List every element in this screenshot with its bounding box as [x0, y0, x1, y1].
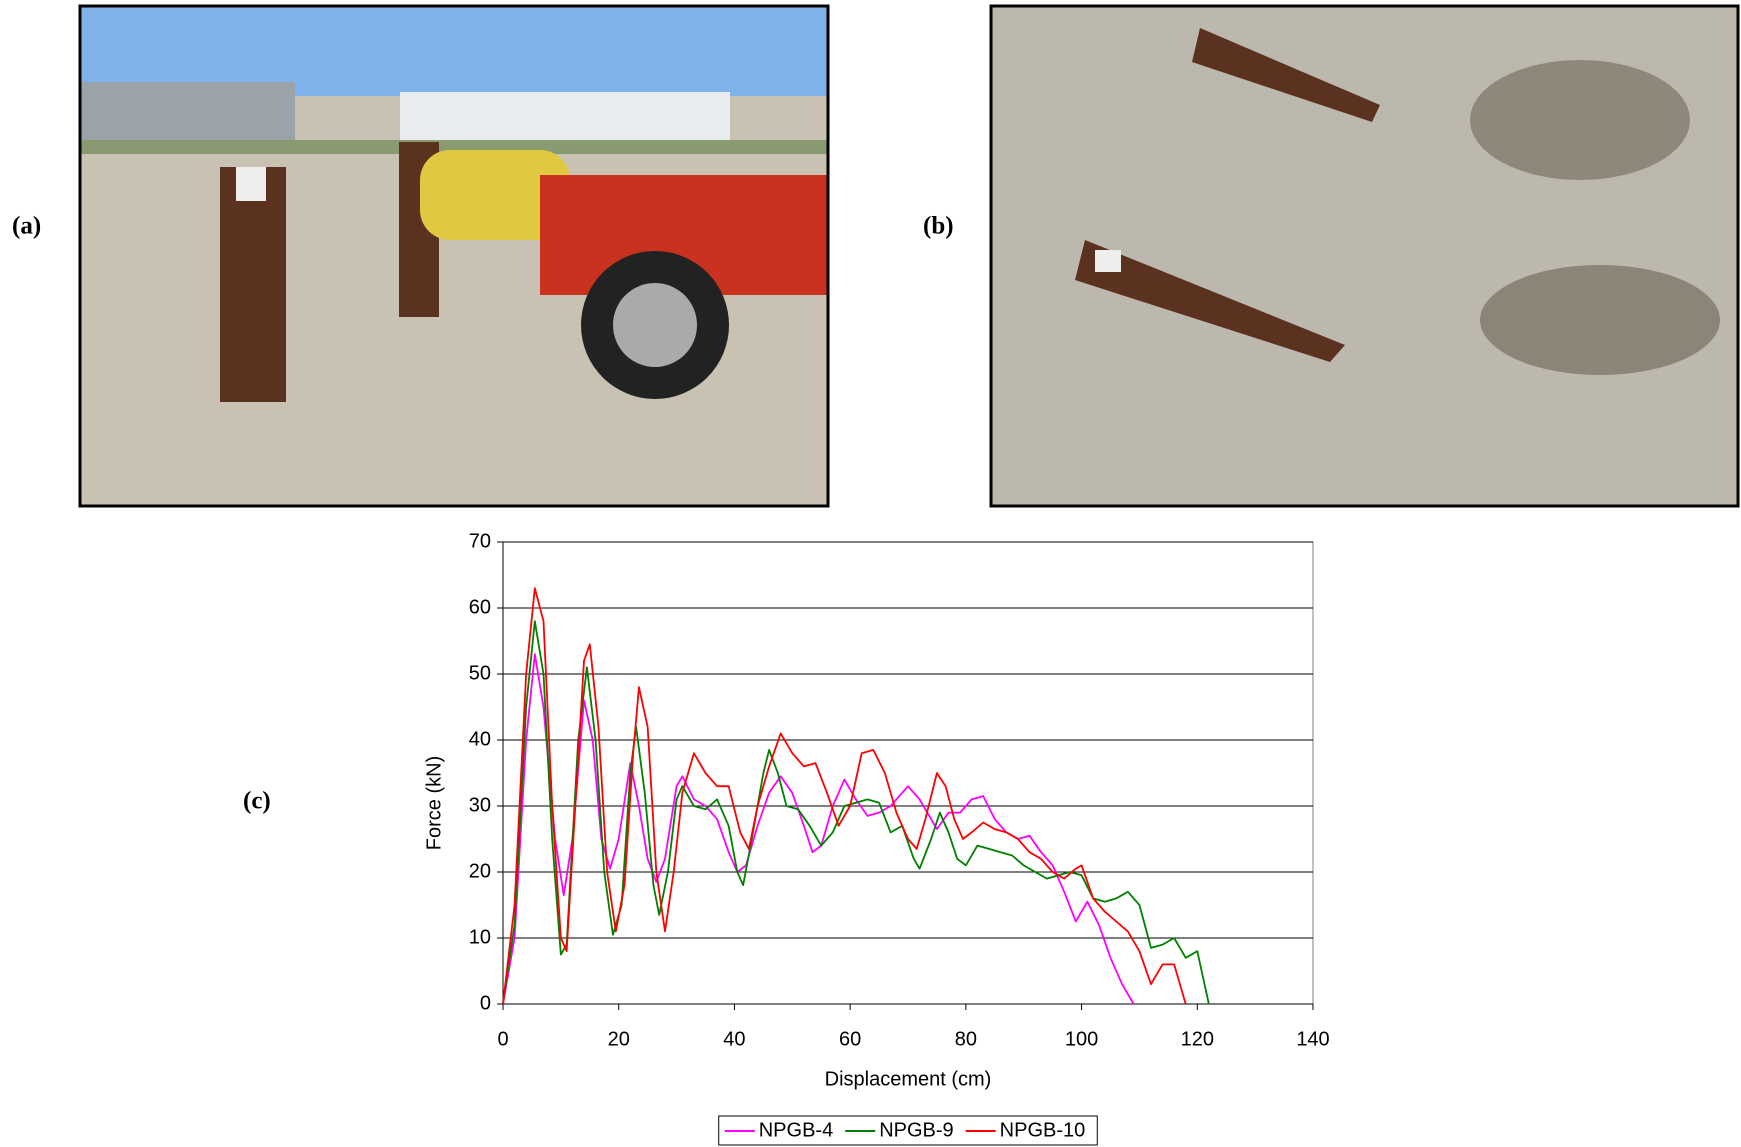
panel-label: (c) — [243, 788, 271, 815]
hub — [613, 283, 697, 367]
post — [220, 167, 286, 402]
legend: NPGB-4 NPGB-9 NPGB-10 — [718, 1115, 1098, 1146]
building — [80, 82, 295, 140]
x-tick-label: 100 — [1065, 1028, 1098, 1050]
bogie-arm — [420, 150, 570, 240]
photo-b — [991, 6, 1738, 506]
photo-a — [80, 6, 828, 506]
panel-label: (a) — [12, 213, 41, 240]
legend-box — [718, 1115, 1098, 1146]
series-line — [502, 587, 1187, 1005]
y-tick-label: 70 — [469, 530, 491, 552]
target — [236, 167, 266, 201]
y-axis-title: Force (kN) — [423, 756, 445, 850]
sky — [80, 6, 828, 96]
x-tick-label: 40 — [723, 1028, 745, 1050]
series-line — [502, 620, 1210, 1005]
legend-label: NPGB-9 — [879, 1119, 953, 1141]
photo-border — [989, 4, 1740, 508]
x-axis-title: Displacement (cm) — [825, 1068, 992, 1090]
bent-post — [1075, 240, 1345, 362]
legend-label: NPGB-4 — [759, 1119, 833, 1141]
horizon — [80, 140, 828, 154]
x-tick-label: 20 — [608, 1028, 630, 1050]
x-tick-label: 60 — [839, 1028, 861, 1050]
target — [1095, 250, 1121, 272]
panel-label: (b) — [923, 213, 954, 240]
plot-area — [502, 541, 1314, 1005]
y-tick-label: 20 — [469, 860, 491, 882]
y-tick-label: 60 — [469, 596, 491, 618]
legend-label: NPGB-10 — [1000, 1119, 1086, 1141]
x-tick-label: 0 — [497, 1028, 508, 1050]
y-tick-label: 0 — [480, 992, 491, 1014]
x-tick-label: 140 — [1296, 1028, 1329, 1050]
photo-border — [78, 4, 830, 508]
y-tick-label: 40 — [469, 728, 491, 750]
y-tick-label: 30 — [469, 794, 491, 816]
chart: Displacement (cm) Force (kN) 0 10 20 30 40 50… — [423, 530, 1330, 1146]
y-tick-label: 50 — [469, 662, 491, 684]
building — [400, 92, 730, 147]
soil-mound — [1480, 265, 1720, 375]
y-tick-label: 10 — [469, 926, 491, 948]
bent-post — [1192, 28, 1380, 122]
x-tick-label: 80 — [955, 1028, 977, 1050]
soil-mound — [1470, 60, 1690, 180]
x-tick-label: 120 — [1181, 1028, 1214, 1050]
